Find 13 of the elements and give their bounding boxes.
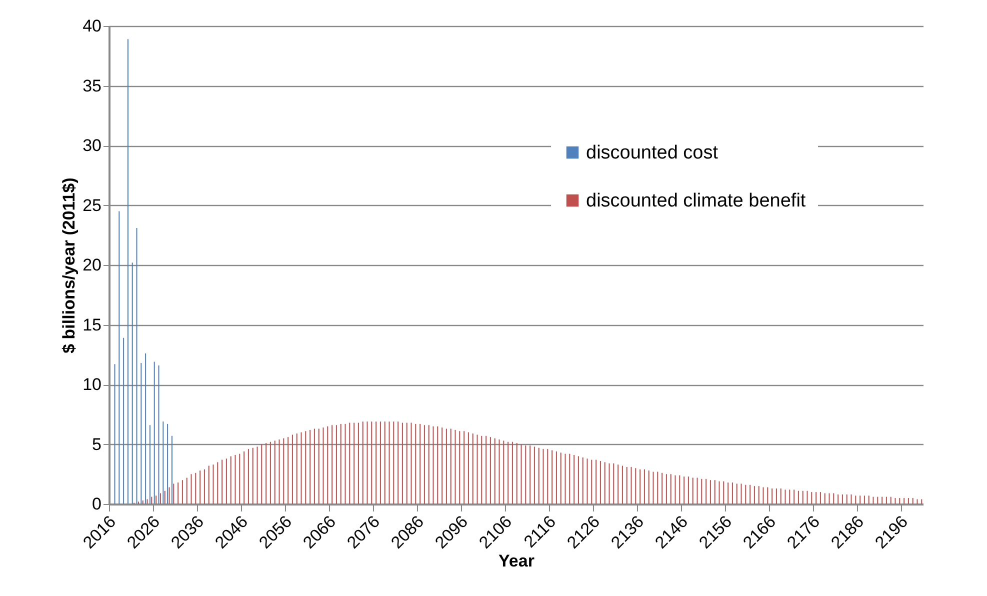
y-tick-label: 35: [82, 76, 102, 96]
y-tick-label: 15: [82, 315, 102, 334]
y-tick-label: 0: [92, 494, 102, 514]
y-tick-label: 40: [82, 16, 102, 36]
x-axis-title: Year: [498, 552, 535, 571]
legend-label: discounted climate benefit: [586, 190, 806, 212]
y-tick-label: 10: [82, 375, 102, 394]
y-axis-title: $ billions/year (2011$): [60, 178, 79, 354]
y-tick-label: 25: [82, 196, 102, 215]
y-tick-label: 30: [82, 136, 102, 155]
y-tick-label: 5: [92, 434, 102, 454]
legend-label: discounted cost: [586, 142, 719, 164]
y-tick-label: 20: [82, 256, 102, 274]
